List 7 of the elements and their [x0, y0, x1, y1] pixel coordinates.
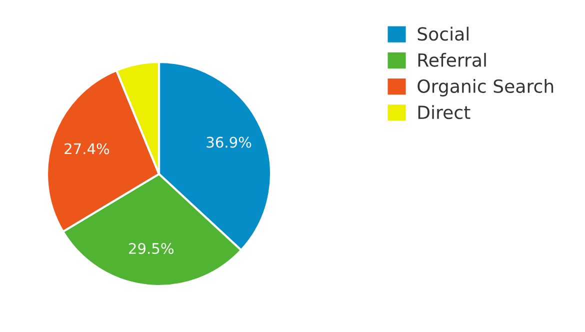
data-label: 36.9%	[206, 136, 252, 148]
data-label: 29.5%	[129, 242, 174, 254]
data-label: 27.4%	[64, 143, 110, 154]
legend-label: Social	[418, 26, 468, 41]
legend-label: Referral	[418, 52, 486, 67]
legend-label: Direct	[418, 105, 470, 120]
legend-label: Organic Search	[418, 79, 554, 97]
